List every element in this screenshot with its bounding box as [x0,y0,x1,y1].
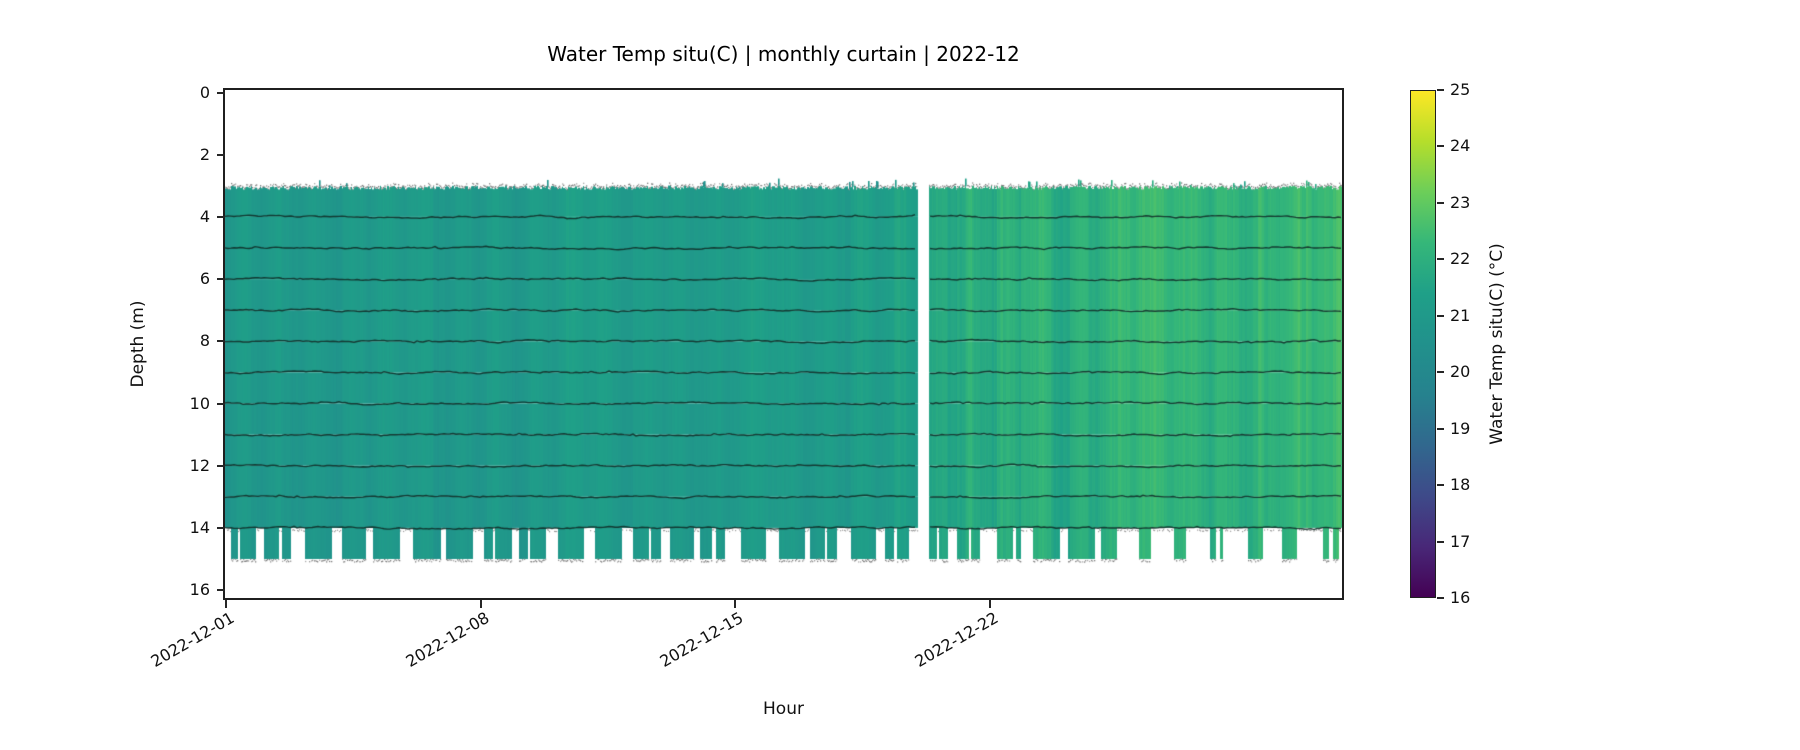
colorbar-tick-label: 18 [1450,475,1471,495]
y-tick-label: 4 [199,206,210,226]
colorbar-tick-mark [1437,89,1444,91]
y-tick-mark [217,340,225,343]
colorbar-tick-label: 20 [1450,362,1471,382]
y-tick-label: 14 [189,517,210,537]
x-tick-label: 2022-12-15 [656,608,747,671]
x-tick-mark [734,600,737,608]
x-tick-mark [225,600,227,608]
colorbar-tick-mark [1437,597,1444,599]
x-axis-label: Hour [763,699,804,719]
x-tick-label: 2022-12-01 [147,608,238,671]
curtain-plot-canvas [225,90,1342,598]
colorbar [1410,90,1436,598]
y-tick-mark [217,153,225,156]
y-tick-mark [217,464,225,467]
chart-title: Water Temp situ(C) | monthly curtain | 2… [547,42,1020,66]
colorbar-label: Water Temp situ(C) (°C) [1487,243,1507,445]
colorbar-tick-label: 21 [1450,305,1471,325]
colorbar-tick-label: 23 [1450,192,1471,212]
colorbar-tick-label: 25 [1450,80,1471,99]
x-tick-label: 2022-12-22 [911,608,1002,671]
colorbar-tick-label: 22 [1450,249,1471,269]
y-tick-label: 0 [199,82,210,102]
plot-axes-frame [223,88,1344,600]
colorbar-tick-label: 24 [1450,136,1471,156]
y-tick-label: 2 [199,144,210,164]
y-tick-mark [217,589,225,592]
colorbar-tick-mark [1437,484,1444,487]
y-tick-mark [217,402,225,405]
x-tick-mark [479,600,482,608]
x-tick-label: 2022-12-08 [402,608,493,671]
colorbar-tick-mark [1437,201,1444,204]
colorbar-tick-mark [1437,314,1444,317]
y-tick-label: 6 [199,269,210,289]
y-tick-label: 16 [189,580,210,600]
colorbar-tick-label: 16 [1450,588,1471,607]
y-tick-mark [217,526,225,529]
colorbar-tick-label: 17 [1450,531,1471,551]
y-tick-label: 8 [199,331,210,351]
y-axis-label: Depth (m) [128,300,148,388]
colorbar-tick-mark [1437,540,1444,543]
colorbar-tick-mark [1437,371,1444,374]
colorbar-tick-label: 19 [1450,418,1471,438]
colorbar-tick-mark [1437,258,1444,261]
x-tick-mark [989,600,992,608]
y-tick-mark [217,278,225,281]
y-tick-label: 12 [189,455,210,475]
colorbar-tick-mark [1437,145,1444,148]
colorbar-tick-mark [1437,427,1444,430]
y-tick-mark [217,215,225,218]
y-tick-label: 10 [189,393,210,413]
y-tick-mark [217,91,225,94]
